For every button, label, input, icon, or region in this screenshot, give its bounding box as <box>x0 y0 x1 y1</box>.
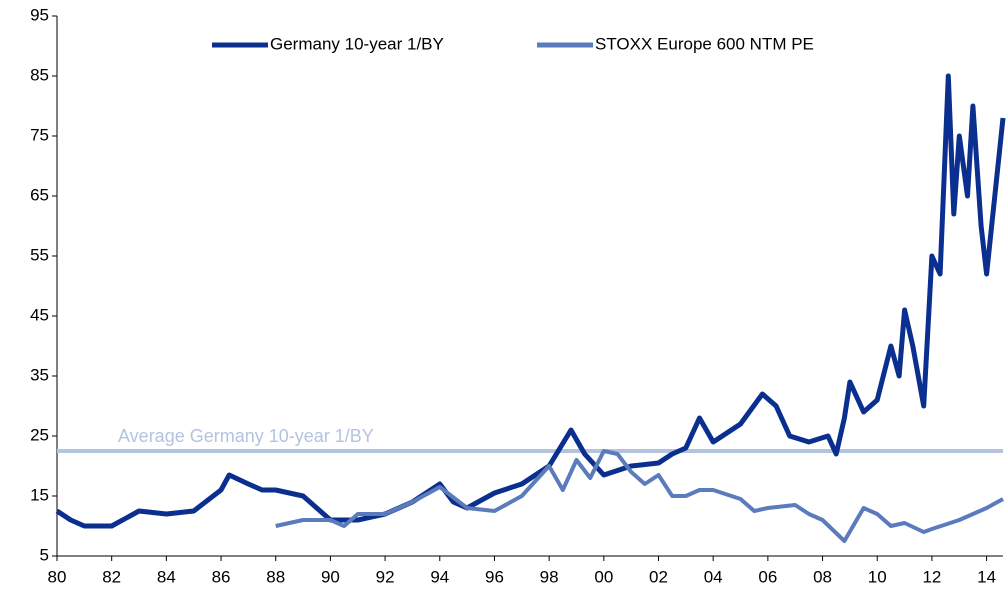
x-tick-label: 02 <box>649 567 668 586</box>
y-tick-label: 95 <box>30 5 49 24</box>
series-line <box>275 449 1004 543</box>
x-tick-label: 82 <box>102 567 121 586</box>
y-tick-label: 75 <box>30 125 49 144</box>
x-tick-label: 84 <box>157 567 176 586</box>
y-tick-label: 35 <box>30 365 49 384</box>
x-tick-label: 10 <box>868 567 887 586</box>
y-tick-label: 85 <box>30 65 49 84</box>
x-tick-label: 06 <box>758 567 777 586</box>
y-tick-label: 55 <box>30 245 49 264</box>
x-tick-label: 86 <box>212 567 231 586</box>
x-tick-label: 04 <box>704 567 723 586</box>
average-label: Average Germany 10-year 1/BY <box>118 426 374 446</box>
y-tick-label: 25 <box>30 425 49 444</box>
legend-label: Germany 10-year 1/BY <box>270 34 444 53</box>
x-tick-label: 12 <box>922 567 941 586</box>
x-tick-label: 14 <box>977 567 996 586</box>
x-tick-label: 92 <box>376 567 395 586</box>
x-tick-label: 98 <box>540 567 559 586</box>
y-tick-label: 15 <box>30 485 49 504</box>
series-line <box>55 73 1006 529</box>
y-tick-label: 65 <box>30 185 49 204</box>
x-tick-label: 88 <box>266 567 285 586</box>
y-tick-label: 5 <box>40 545 49 564</box>
x-tick-label: 80 <box>48 567 67 586</box>
y-tick-label: 45 <box>30 305 49 324</box>
legend-label: STOXX Europe 600 NTM PE <box>595 34 814 53</box>
x-tick-label: 08 <box>813 567 832 586</box>
x-tick-label: 96 <box>485 567 504 586</box>
x-tick-label: 00 <box>594 567 613 586</box>
x-tick-label: 90 <box>321 567 340 586</box>
x-tick-label: 94 <box>430 567 449 586</box>
